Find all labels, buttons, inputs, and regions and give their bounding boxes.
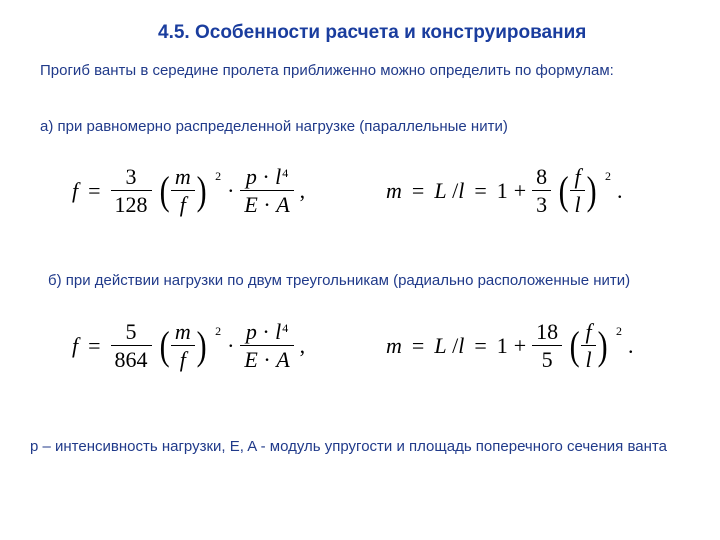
formula-a-f: f = 3 128 ( m f ) 2 · p · l4 E · A , — [72, 165, 305, 216]
trailing: , — [300, 178, 306, 204]
formula-b-m: m = L /l = 1 + 18 5 ( f l ) 2 . — [386, 320, 633, 371]
case-a-text: а) при равномерно распределенной нагрузк… — [40, 118, 680, 135]
coef-frac: 5 864 — [111, 320, 152, 371]
trailing: . — [628, 333, 634, 359]
mf-paren: ( m f ) — [158, 320, 209, 371]
fl-paren: ( f l ) — [557, 165, 598, 216]
mf-paren: ( m f ) — [158, 165, 209, 216]
case-b-text: б) при действии нагрузки по двум треугол… — [48, 272, 698, 289]
fl-exp: 2 — [605, 169, 611, 184]
lhs: f — [72, 333, 78, 359]
cdot: · — [227, 178, 234, 204]
equals: = — [84, 178, 104, 204]
section-heading: 4.5. Особенности расчета и конструирован… — [158, 22, 586, 44]
tail-frac: p · l4 E · A — [240, 165, 293, 216]
lhs: m — [386, 178, 402, 204]
fl-exp: 2 — [616, 324, 622, 339]
fl-paren: ( f l ) — [568, 320, 609, 371]
one: 1 — [497, 333, 508, 359]
intro-text: Прогиб ванты в середине пролета приближе… — [40, 62, 690, 79]
L-over-l: L /l — [434, 333, 464, 359]
trailing: , — [300, 333, 306, 359]
slide: 4.5. Особенности расчета и конструирован… — [0, 0, 720, 540]
one: 1 — [497, 178, 508, 204]
lhs: f — [72, 178, 78, 204]
formula-b-f: f = 5 864 ( m f ) 2 · p · l4 E · A , — [72, 320, 305, 371]
tail-frac: p · l4 E · A — [240, 320, 293, 371]
lhs: m — [386, 333, 402, 359]
coef-frac: 8 3 — [532, 165, 551, 216]
mf-exp: 2 — [215, 324, 221, 339]
section-number: 4.5. — [158, 22, 190, 43]
section-title: Особенности расчета и конструирования — [195, 22, 586, 43]
coef-frac: 3 128 — [111, 165, 152, 216]
trailing: . — [617, 178, 623, 204]
mf-exp: 2 — [215, 169, 221, 184]
formula-a-m: m = L /l = 1 + 8 3 ( f l ) 2 . — [386, 165, 622, 216]
coef-frac: 18 5 — [532, 320, 562, 371]
L-over-l: L /l — [434, 178, 464, 204]
legend-text: p – интенсивность нагрузки, E, A - модул… — [30, 438, 710, 455]
